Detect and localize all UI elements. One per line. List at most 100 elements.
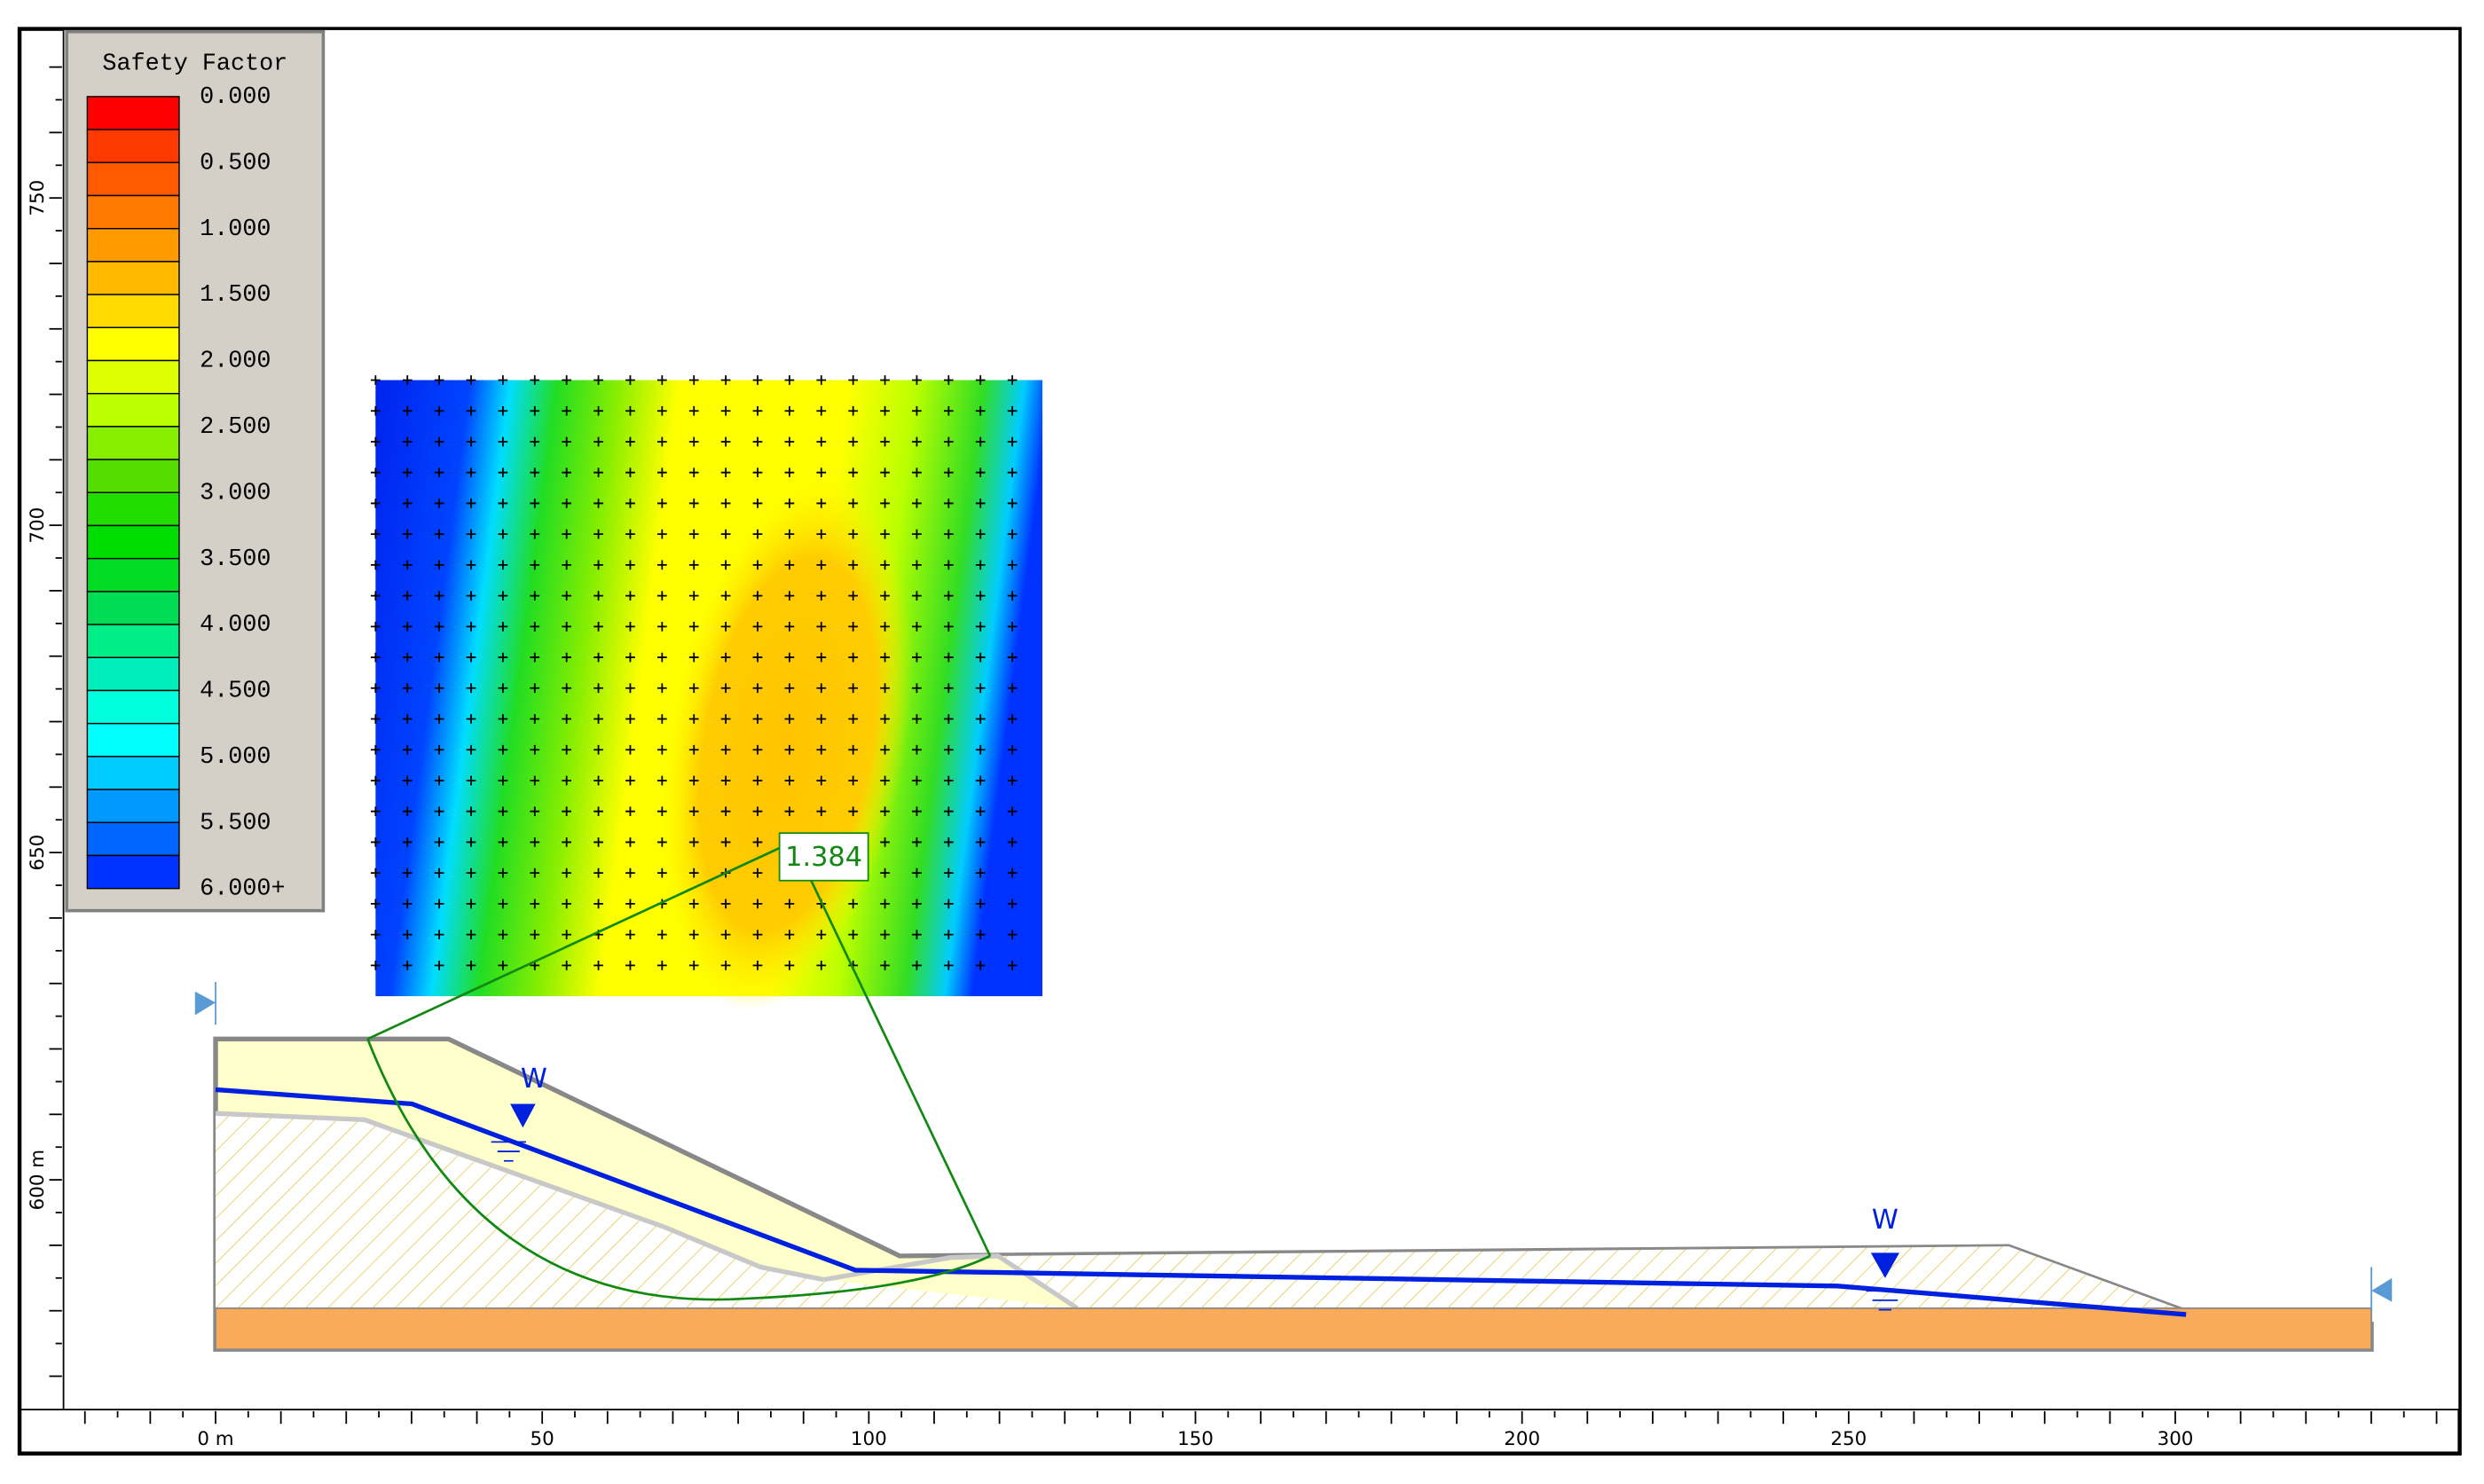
grid-point xyxy=(656,775,667,786)
grid-point xyxy=(848,405,859,416)
grid-point xyxy=(466,405,476,416)
grid-point xyxy=(752,560,763,570)
grid-point xyxy=(688,375,699,385)
grid-point xyxy=(370,806,381,817)
grid-point xyxy=(370,714,381,724)
grid-point xyxy=(656,714,667,724)
grid-point xyxy=(370,960,381,970)
grid-point xyxy=(943,960,954,970)
legend-swatch xyxy=(86,624,180,658)
grid-point xyxy=(943,806,954,817)
water-marker-lines xyxy=(1866,1290,1905,1311)
grid-point xyxy=(1007,375,1018,385)
fs-label: 1.384 xyxy=(785,842,862,873)
x-tick-label: 300 xyxy=(2158,1428,2194,1450)
grid-point xyxy=(975,899,986,909)
grid-point xyxy=(434,960,444,970)
grid-point xyxy=(562,405,572,416)
grid-point xyxy=(848,499,859,508)
grid-point xyxy=(625,899,635,909)
grid-point xyxy=(402,560,413,570)
grid-point xyxy=(530,683,540,694)
grid-point xyxy=(784,930,795,939)
grid-point xyxy=(498,899,508,909)
grid-point xyxy=(943,744,954,755)
y-tick-label: 750 xyxy=(27,180,49,216)
grid-point xyxy=(434,405,444,416)
grid-point xyxy=(434,899,444,909)
grid-point xyxy=(593,744,603,755)
grid-point xyxy=(530,775,540,786)
grid-point xyxy=(593,775,603,786)
grid-point xyxy=(402,436,413,447)
grid-point xyxy=(625,683,635,694)
grid-point xyxy=(880,930,890,939)
grid-point xyxy=(498,560,508,570)
grid-point xyxy=(402,775,413,786)
grid-point xyxy=(688,775,699,786)
grid-point xyxy=(593,806,603,817)
grid-point xyxy=(466,960,476,970)
grid-point xyxy=(498,930,508,939)
grid-point xyxy=(562,744,572,755)
legend-label: 0.000 xyxy=(200,84,271,111)
grid-point xyxy=(752,652,763,663)
grid-point xyxy=(530,652,540,663)
grid-point xyxy=(848,436,859,447)
grid-point xyxy=(530,868,540,878)
y-ruler xyxy=(20,29,65,1412)
grid-point xyxy=(784,560,795,570)
grid-point xyxy=(370,652,381,663)
grid-point xyxy=(593,683,603,694)
grid-point xyxy=(1007,837,1018,847)
water-marker xyxy=(1870,1252,1899,1278)
grid-point xyxy=(816,529,827,539)
grid-point xyxy=(912,775,922,786)
grid-point xyxy=(943,837,954,847)
water-marker xyxy=(510,1103,536,1128)
grid-point xyxy=(720,591,731,601)
grid-point xyxy=(434,806,444,817)
grid-point xyxy=(848,375,859,385)
grid-point xyxy=(498,775,508,786)
grid-point xyxy=(912,529,922,539)
grid-point xyxy=(784,744,795,755)
grid-point xyxy=(656,806,667,817)
grid-point xyxy=(370,744,381,755)
x-ruler xyxy=(20,1409,2460,1454)
grid-point xyxy=(498,714,508,724)
grid-point xyxy=(720,436,731,447)
grid-point xyxy=(848,930,859,939)
grid-point xyxy=(562,621,572,632)
grid-point xyxy=(752,529,763,539)
grid-point xyxy=(562,930,572,939)
grid-point xyxy=(562,837,572,847)
grid-point xyxy=(434,683,444,694)
grid-point xyxy=(720,529,731,539)
grid-point xyxy=(370,560,381,570)
grid-point xyxy=(688,652,699,663)
grid-point xyxy=(402,960,413,970)
grid-point xyxy=(562,806,572,817)
grid-point xyxy=(816,436,827,447)
grid-point xyxy=(848,467,859,478)
grid-point xyxy=(975,868,986,878)
grid-point xyxy=(975,683,986,694)
grid-point xyxy=(720,683,731,694)
grid-point xyxy=(880,775,890,786)
grid-point xyxy=(912,467,922,478)
grid-point xyxy=(720,499,731,508)
grid-point xyxy=(402,375,413,385)
grid-point xyxy=(434,375,444,385)
material-boundary xyxy=(215,1111,825,1283)
grid-point xyxy=(848,806,859,817)
grid-point xyxy=(943,899,954,909)
grid-point xyxy=(688,467,699,478)
grid-point xyxy=(625,806,635,817)
legend-swatch xyxy=(86,854,180,890)
grid-point xyxy=(880,714,890,724)
grid-point xyxy=(498,375,508,385)
limit-marker xyxy=(194,991,216,1016)
grid-point xyxy=(625,375,635,385)
